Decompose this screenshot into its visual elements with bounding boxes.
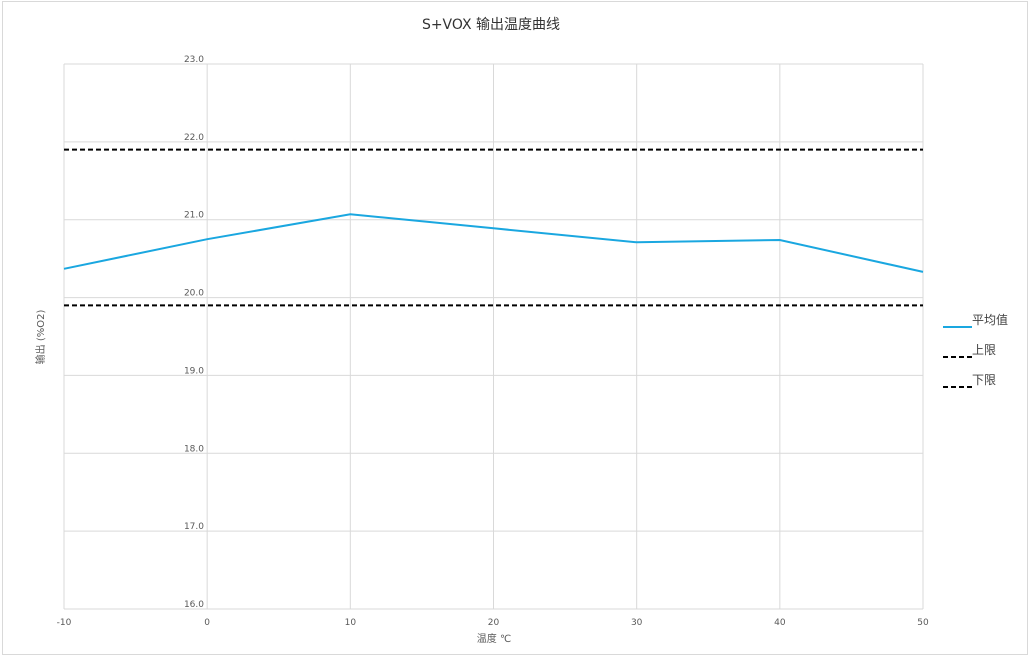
x-tick-label: 20 (488, 618, 500, 628)
y-tick-label: 19.0 (184, 366, 204, 376)
series-lines (63, 148, 924, 307)
x-tick-label: 40 (774, 618, 786, 628)
y-tick-label: 23.0 (184, 55, 204, 65)
chart-title: S+VOX 输出温度曲线 (422, 17, 560, 33)
x-tick-label: 10 (345, 618, 357, 628)
x-axis-label: 温度 ℃ (477, 632, 511, 645)
series-line-0 (63, 213, 924, 273)
legend-label-0: 平均值 (972, 312, 1008, 327)
y-tick-label: 18.0 (184, 444, 204, 454)
grid-lines (63, 63, 924, 610)
y-tick-label: 21.0 (184, 211, 204, 221)
y-tick-label: 17.0 (184, 522, 204, 532)
y-tick-label: 16.0 (184, 600, 204, 610)
y-axis-label: 输出 (%O2) (34, 310, 47, 365)
x-tick-labels: -10 0 10 20 30 40 50 (57, 618, 929, 628)
x-tick-label: -10 (57, 618, 72, 628)
legend-label-2: 下限 (972, 373, 996, 387)
y-tick-labels: 16.0 17.0 18.0 19.0 20.0 21.0 22.0 23.0 (184, 55, 204, 610)
legend-label-1: 上限 (972, 343, 996, 357)
x-tick-label: 30 (631, 618, 643, 628)
y-tick-label: 20.0 (184, 289, 204, 299)
y-tick-label: 22.0 (184, 133, 204, 143)
x-tick-label: 50 (917, 618, 929, 628)
x-tick-label: 0 (204, 618, 210, 628)
